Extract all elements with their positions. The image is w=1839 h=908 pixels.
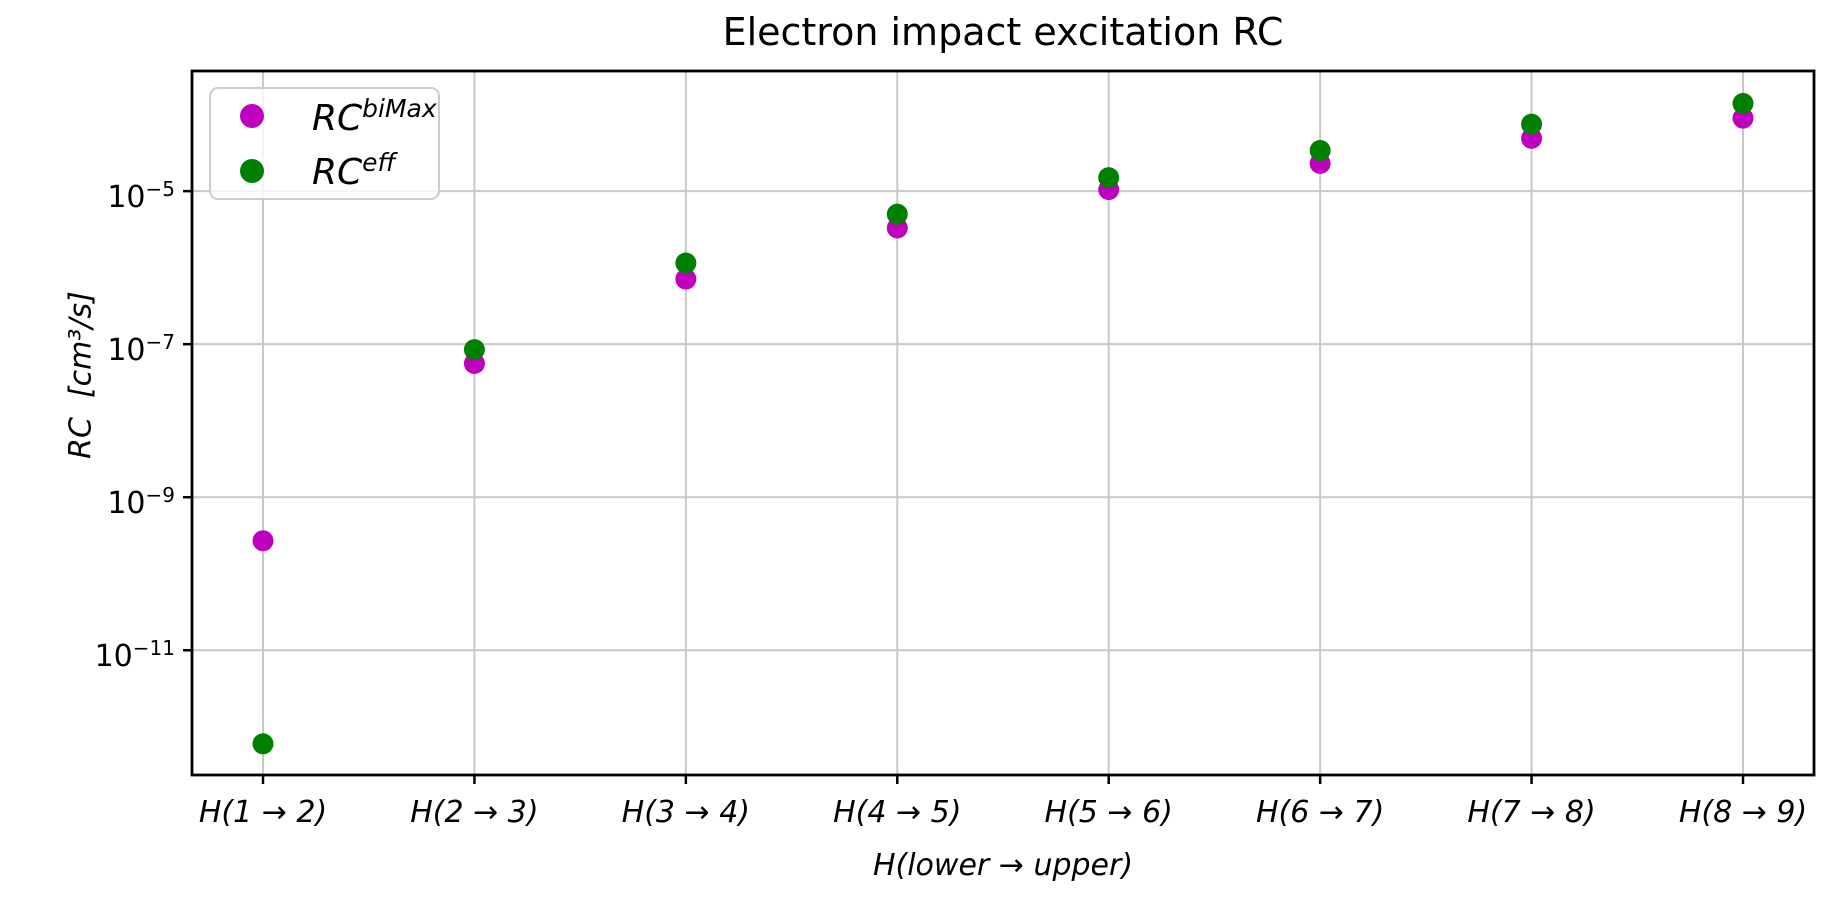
data-point-eff-3 [886,203,908,225]
data-point-eff-1 [463,339,485,361]
legend-label-eff: RCeff [312,148,396,194]
y-tick-label: 10−7 [107,330,175,369]
y-tick-label: 10−11 [94,636,175,675]
data-point-eff-7 [1732,92,1754,114]
legend-item-eff: RCeff [211,144,438,199]
data-point-eff-2 [675,252,697,274]
legend: RCbiMax RCeff [209,87,440,200]
legend-marker-icon [240,104,264,129]
data-point-eff-0 [252,733,274,755]
data-point-bimax-0 [252,530,274,552]
x-tick-label: H(7 → 8) [1467,795,1596,830]
legend-item-bimax: RCbiMax [211,89,438,144]
x-tick-label: H(1 → 2) [198,795,328,830]
legend-marker-icon [240,158,264,183]
x-tick-label: H(8 → 9) [1678,795,1808,830]
x-tick-label: H(6 → 7) [1255,795,1385,830]
x-tick-label: H(4 → 5) [833,795,962,830]
x-axis-label: H(lower → upper) [872,848,1134,883]
x-tick-label: H(2 → 3) [410,795,539,830]
legend-label-bimax: RCbiMax [312,93,437,139]
data-point-bimax-2 [675,268,697,290]
data-point-eff-6 [1521,113,1543,135]
x-tick-label: H(3 → 4) [621,795,751,830]
data-point-eff-5 [1309,139,1331,161]
y-tick-label: 10−5 [107,177,175,216]
x-tick-label: H(5 → 6) [1044,795,1173,830]
y-axis-label-text: RC [cm³/s] [63,291,99,459]
data-point-eff-4 [1098,167,1120,189]
data-point-bimax-7 [1732,107,1754,129]
axes-frame [190,69,1816,777]
y-tick-label: 10−9 [107,483,175,522]
chart-title: Electron impact excitation RC [722,10,1284,54]
